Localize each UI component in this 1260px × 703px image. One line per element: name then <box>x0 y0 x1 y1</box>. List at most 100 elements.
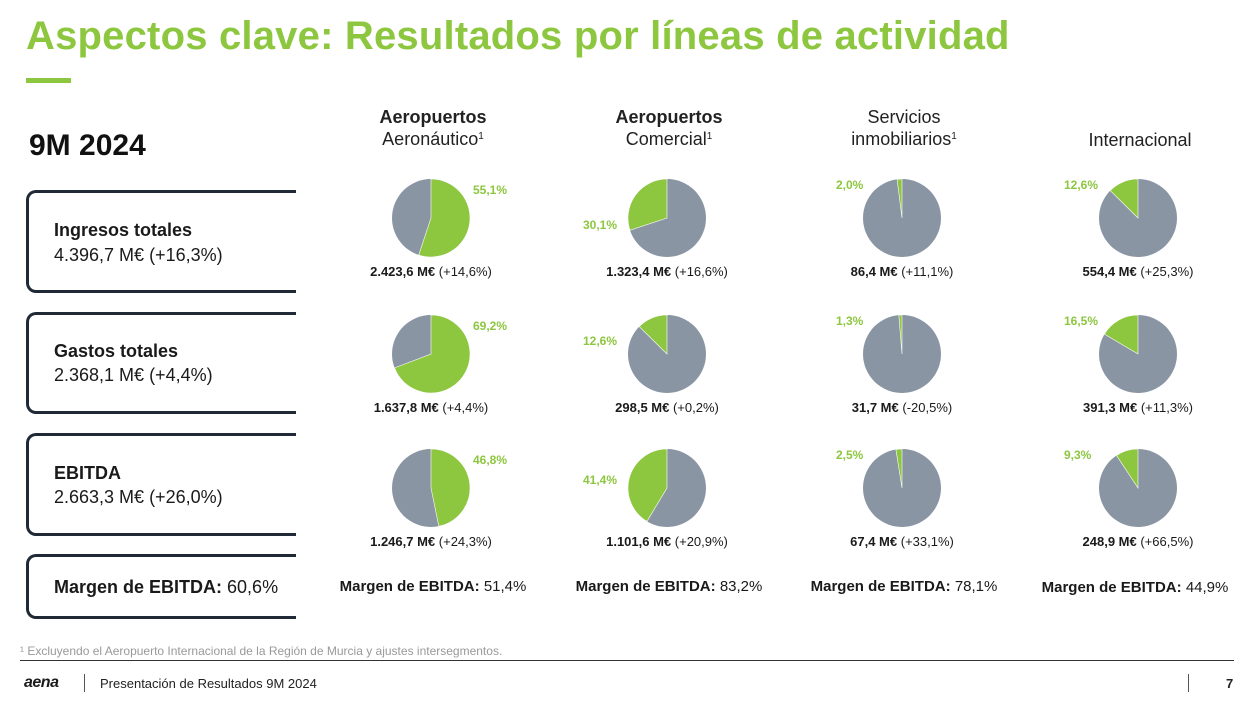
column-header-internacional: Internacional <box>1030 129 1250 151</box>
margin-comercial: Margen de EBITDA: 83,2% <box>575 578 763 595</box>
pie-caption: 1.323,4 M€ (+16,6%) <box>557 264 777 279</box>
kpi-value: 4.396,7 M€ (+16,3%) <box>54 245 223 265</box>
pie-amount: 1.101,6 M€ <box>606 534 672 549</box>
pie-change: (+16,6%) <box>671 264 728 279</box>
pie-amount: 86,4 M€ <box>850 264 898 279</box>
pie-amount: 1.637,8 M€ <box>373 400 439 415</box>
pie-change: (+24,3%) <box>435 534 492 549</box>
pie-chart <box>1099 178 1177 257</box>
pie-amount: 1.246,7 M€ <box>370 534 436 549</box>
pie-amount: 554,4 M€ <box>1082 264 1137 279</box>
margin-aeronautico: Margen de EBITDA: 51,4% <box>339 578 527 595</box>
pie-chart <box>392 178 471 258</box>
pie-slice-segment <box>1116 448 1139 489</box>
column-header-line2: Comercial1 <box>625 129 713 149</box>
pie-caption: 1.637,8 M€ (+4,4%) <box>321 400 541 415</box>
pie-share-label: 55,1% <box>473 183 508 197</box>
pie-change: (+4,4%) <box>438 400 489 415</box>
kpi-value: 2.368,1 M€ (+4,4%) <box>54 365 213 385</box>
pie-chart <box>627 178 706 257</box>
pie-change: (+25,3%) <box>1136 264 1194 279</box>
pie-share-label: 30,1% <box>583 218 618 232</box>
footer-divider <box>20 660 1234 661</box>
pie-slice-segment <box>394 314 471 394</box>
column-header-line2: inmobiliarios1 <box>851 129 957 149</box>
pie-share-label: 12,6% <box>1064 178 1099 192</box>
footer-separator <box>84 674 85 692</box>
column-header-line1: Aeropuertos <box>615 107 723 127</box>
pie-slice-segment <box>418 178 471 258</box>
pie-chart <box>863 314 941 393</box>
pie-chart <box>863 178 941 257</box>
pie-chart <box>392 448 471 527</box>
pie-slice-segment <box>627 448 668 522</box>
pie-slice-segment <box>896 178 903 219</box>
pie-caption: 248,9 M€ (+66,5%) <box>1028 534 1248 549</box>
pie-share-label: 69,2% <box>473 319 508 333</box>
column-header-line2: Aeronáutico1 <box>382 129 484 149</box>
margin-label: Margen de EBITDA: <box>54 577 223 597</box>
pie-chart <box>1099 314 1177 393</box>
pie-chart <box>392 314 471 394</box>
kpi-label: Ingresos totales <box>54 220 193 240</box>
pie-caption: 67,4 M€ (+33,1%) <box>792 534 1012 549</box>
pie-caption: 391,3 M€ (+11,3%) <box>1028 400 1248 415</box>
kpi-box-ebitda: EBITDA 2.663,3 M€ (+26,0%) <box>26 433 296 536</box>
column-header-line1: Aeropuertos <box>379 107 487 127</box>
kpi-box-margen: Margen de EBITDA: 60,6% <box>26 554 296 619</box>
page-number: 7 <box>1226 676 1234 691</box>
pie-caption: 2.423,6 M€ (+14,6%) <box>321 264 541 279</box>
pie-share-label: 16,5% <box>1064 314 1099 328</box>
column-header-inmobiliarios: Servicios inmobiliarios1 <box>794 106 1014 150</box>
pie-chart <box>1099 448 1177 527</box>
pie-chart <box>628 314 706 393</box>
pie-amount: 2.423,6 M€ <box>370 264 436 279</box>
pie-slice-segment <box>898 314 903 355</box>
pie-change: (+11,1%) <box>897 264 954 279</box>
pie-caption: 298,5 M€ (+0,2%) <box>557 400 777 415</box>
kpi-margin: Margen de EBITDA: 60,6% <box>54 577 278 598</box>
pie-change: (+20,9%) <box>671 534 728 549</box>
page-title: Aspectos clave: Resultados por líneas de… <box>26 14 1010 58</box>
margin-value: 60,6% <box>227 577 279 597</box>
footer-text: Presentación de Resultados 9M 2024 <box>100 676 317 691</box>
column-header-line1: Servicios <box>867 107 941 127</box>
margin-inmobiliarios: Margen de EBITDA: 78,1% <box>810 578 998 595</box>
footer-separator <box>1188 674 1189 692</box>
column-header-aeronautico: Aeropuertos Aeronáutico1 <box>323 106 543 150</box>
pie-change: (-20,5%) <box>898 400 953 415</box>
pie-share-label: 2,5% <box>836 448 864 462</box>
pie-caption: 86,4 M€ (+11,1%) <box>792 264 1012 279</box>
period-label: 9M 2024 <box>29 129 146 162</box>
title-underline <box>26 78 71 83</box>
pie-slice-segment <box>430 448 471 527</box>
pie-caption: 554,4 M€ (+25,3%) <box>1028 264 1248 279</box>
column-header-line2: Internacional <box>1088 130 1192 150</box>
kpi-box-gastos: Gastos totales 2.368,1 M€ (+4,4%) <box>26 312 296 414</box>
pie-amount: 391,3 M€ <box>1083 400 1138 415</box>
pie-amount: 1.323,4 M€ <box>606 264 672 279</box>
pie-change: (+11,3%) <box>1137 400 1193 415</box>
pie-share-label: 1,3% <box>836 314 864 328</box>
pie-chart <box>863 448 941 527</box>
pie-slice-segment <box>895 448 903 489</box>
pie-slice-segment <box>1109 178 1139 219</box>
pie-change: (+0,2%) <box>669 400 719 415</box>
pie-chart <box>627 448 706 527</box>
margin-internacional: Margen de EBITDA: 44,9% <box>1041 579 1229 596</box>
kpi-label: EBITDA <box>54 463 121 483</box>
pie-change: (+33,1%) <box>897 534 954 549</box>
pie-share-label: 12,6% <box>583 334 618 348</box>
pie-caption: 1.246,7 M€ (+24,3%) <box>321 534 541 549</box>
pie-amount: 67,4 M€ <box>850 534 898 549</box>
kpi-box-ingresos: Ingresos totales 4.396,7 M€ (+16,3%) <box>26 190 296 293</box>
kpi-value: 2.663,3 M€ (+26,0%) <box>54 487 223 507</box>
pie-share-label: 2,0% <box>836 178 864 192</box>
pie-caption: 1.101,6 M€ (+20,9%) <box>557 534 777 549</box>
pie-amount: 248,9 M€ <box>1082 534 1137 549</box>
pie-slice-segment <box>627 178 668 231</box>
pie-share-label: 41,4% <box>583 473 618 487</box>
pie-share-label: 9,3% <box>1064 448 1092 462</box>
aena-logo: aena <box>24 674 59 691</box>
pie-amount: 298,5 M€ <box>615 400 670 415</box>
